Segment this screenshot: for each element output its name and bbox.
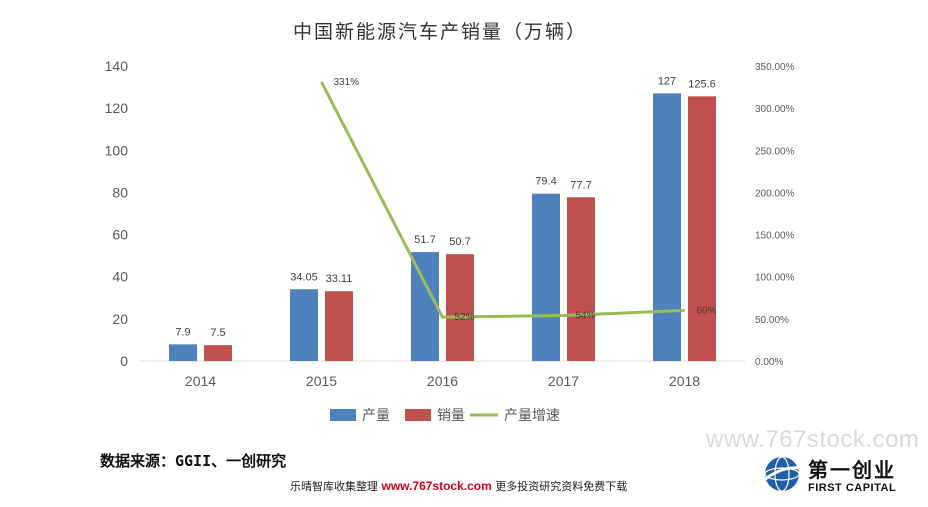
line-data-label: 331%: [334, 77, 360, 88]
bar-data-label: 50.7: [449, 236, 470, 248]
y-tick-label: 80: [112, 184, 128, 200]
source-note: 数据来源：GGII、一创研究: [100, 452, 287, 470]
bar-data-label: 34.05: [290, 271, 318, 283]
bar-data-label: 7.5: [210, 327, 225, 339]
y-tick-label: 60: [112, 227, 128, 243]
first-capital-logo: 第一创业 FIRST CAPITAL: [762, 452, 922, 504]
bar-data-label: 33.11: [326, 273, 353, 285]
y2-tick-label: 150.00%: [755, 231, 795, 242]
bar-sales: [325, 291, 353, 361]
y-tick-label: 140: [105, 58, 129, 74]
watermark: www.767stock.com: [706, 426, 920, 453]
y-tick-label: 120: [105, 100, 129, 116]
line-data-label: 60%: [697, 305, 717, 316]
bars: 7.9 34.05 51.7 79.4 127 7.5 33.11 50.7 77.7 125.6: [169, 75, 716, 362]
y-tick-label: 0: [120, 353, 128, 369]
globe-swoosh-icon: [763, 456, 801, 492]
growth-line: [320, 81, 685, 319]
bar-sales: [567, 197, 595, 361]
y-tick-label: 100: [105, 142, 129, 158]
x-axis: 2014 2015 2016 2017 2018: [185, 373, 700, 389]
y2-tick-label: 250.00%: [755, 146, 795, 157]
y-tick-label: 20: [112, 311, 128, 327]
growth-line-series: 331% 52% 54% 60%: [320, 77, 717, 323]
bar-data-label: 7.9: [175, 326, 190, 338]
bar-data-label: 127: [658, 75, 676, 87]
footer-url[interactable]: www.767stock.com: [381, 479, 492, 493]
chart: 中国新能源汽车产销量（万辆） 0 20 40 60 80 100 120 140 0.00% 5…: [105, 21, 795, 424]
legend-label: 产量: [362, 408, 390, 424]
bar-production: [290, 289, 318, 361]
line-data-label: 54%: [576, 310, 596, 321]
bar-data-label: 125.6: [688, 78, 716, 90]
legend: 产量 销量 产量增速: [330, 408, 560, 424]
legend-swatch-production: [330, 409, 356, 421]
bar-production: [169, 344, 197, 361]
x-tick-label: 2016: [427, 373, 458, 389]
bar-sales: [204, 345, 232, 361]
bar-data-label: 77.7: [570, 179, 591, 191]
bar-production: [653, 93, 681, 362]
bar-production: [411, 252, 439, 361]
chart-title: 中国新能源汽车产销量（万辆）: [293, 21, 587, 43]
line-data-label: 52%: [455, 312, 475, 323]
x-tick-label: 2015: [306, 373, 337, 389]
legend-label: 销量: [437, 408, 465, 424]
bar-sales: [688, 96, 716, 361]
y2-tick-label: 0.00%: [755, 357, 783, 368]
y-axis-left: 0 20 40 60 80 100 120 140: [105, 58, 129, 369]
logo-name-en: FIRST CAPITAL: [808, 482, 897, 494]
footer-prefix: 乐晴智库收集整理: [290, 480, 378, 493]
bar-sales: [446, 254, 474, 361]
legend-label: 产量增速: [504, 408, 560, 424]
bar-data-label: 51.7: [414, 234, 435, 246]
x-tick-label: 2017: [548, 373, 579, 389]
x-tick-label: 2014: [185, 373, 216, 389]
bar-production: [532, 193, 560, 361]
y-tick-label: 40: [112, 269, 128, 285]
legend-swatch-sales: [405, 409, 431, 421]
x-tick-label: 2018: [669, 373, 700, 389]
footer: 乐晴智库收集整理 www.767stock.com 更多投资研究资料免费下载: [290, 478, 627, 494]
y2-tick-label: 100.00%: [755, 273, 795, 284]
y2-tick-label: 350.00%: [755, 62, 795, 73]
footer-suffix: 更多投资研究资料免费下载: [495, 480, 628, 493]
y2-tick-label: 200.00%: [755, 188, 795, 199]
logo-name-cn: 第一创业: [808, 458, 896, 482]
bar-data-label: 79.4: [535, 176, 556, 188]
y2-tick-label: 50.00%: [755, 315, 789, 326]
y2-tick-label: 300.00%: [755, 104, 795, 115]
y-axis-right: 0.00% 50.00% 100.00% 150.00% 200.00% 250.00% 3…: [755, 62, 795, 368]
